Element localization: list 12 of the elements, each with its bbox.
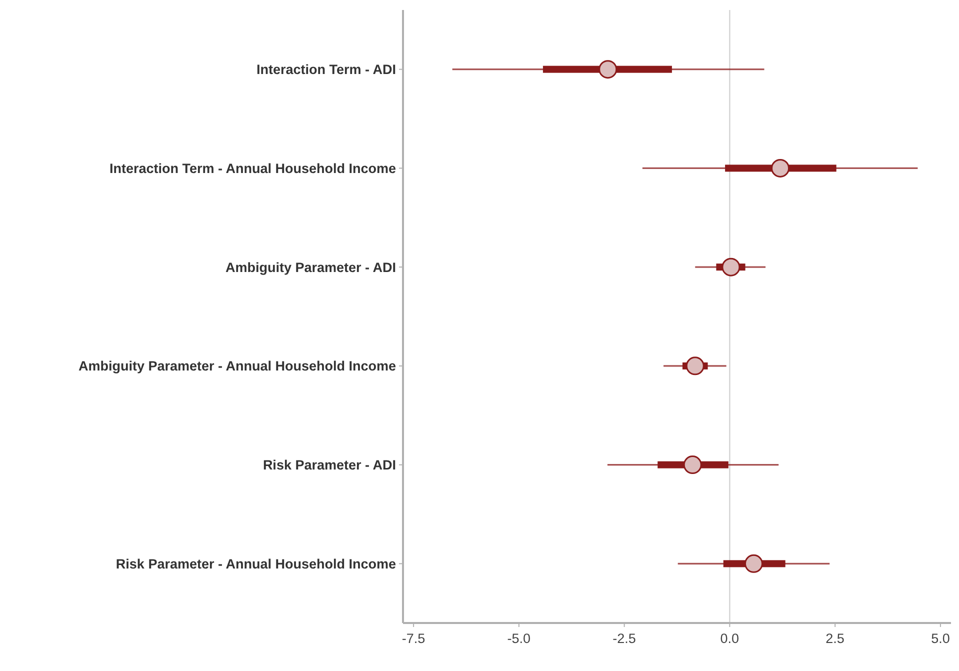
x-tick-label: -2.5: [612, 631, 636, 646]
x-tick-label: -5.0: [507, 631, 531, 646]
y-tick-label: Risk Parameter - ADI: [262, 458, 396, 473]
x-tick-label: 5.0: [931, 631, 950, 646]
y-tick-label: Ambiguity Parameter - Annual Household Income: [78, 358, 396, 374]
y-tick-label: Interaction Term - ADI: [256, 62, 396, 78]
y-tick-label: Ambiguity Parameter - ADI: [225, 260, 396, 275]
y-tick-label: Risk Parameter - Annual Household Income: [116, 556, 396, 572]
x-tick-label: -7.5: [402, 631, 426, 646]
x-tick-label: 2.5: [826, 631, 844, 646]
x-tick-label: 0.0: [720, 631, 740, 646]
y-tick-label: Interaction Term - Annual Household Income: [109, 160, 396, 176]
